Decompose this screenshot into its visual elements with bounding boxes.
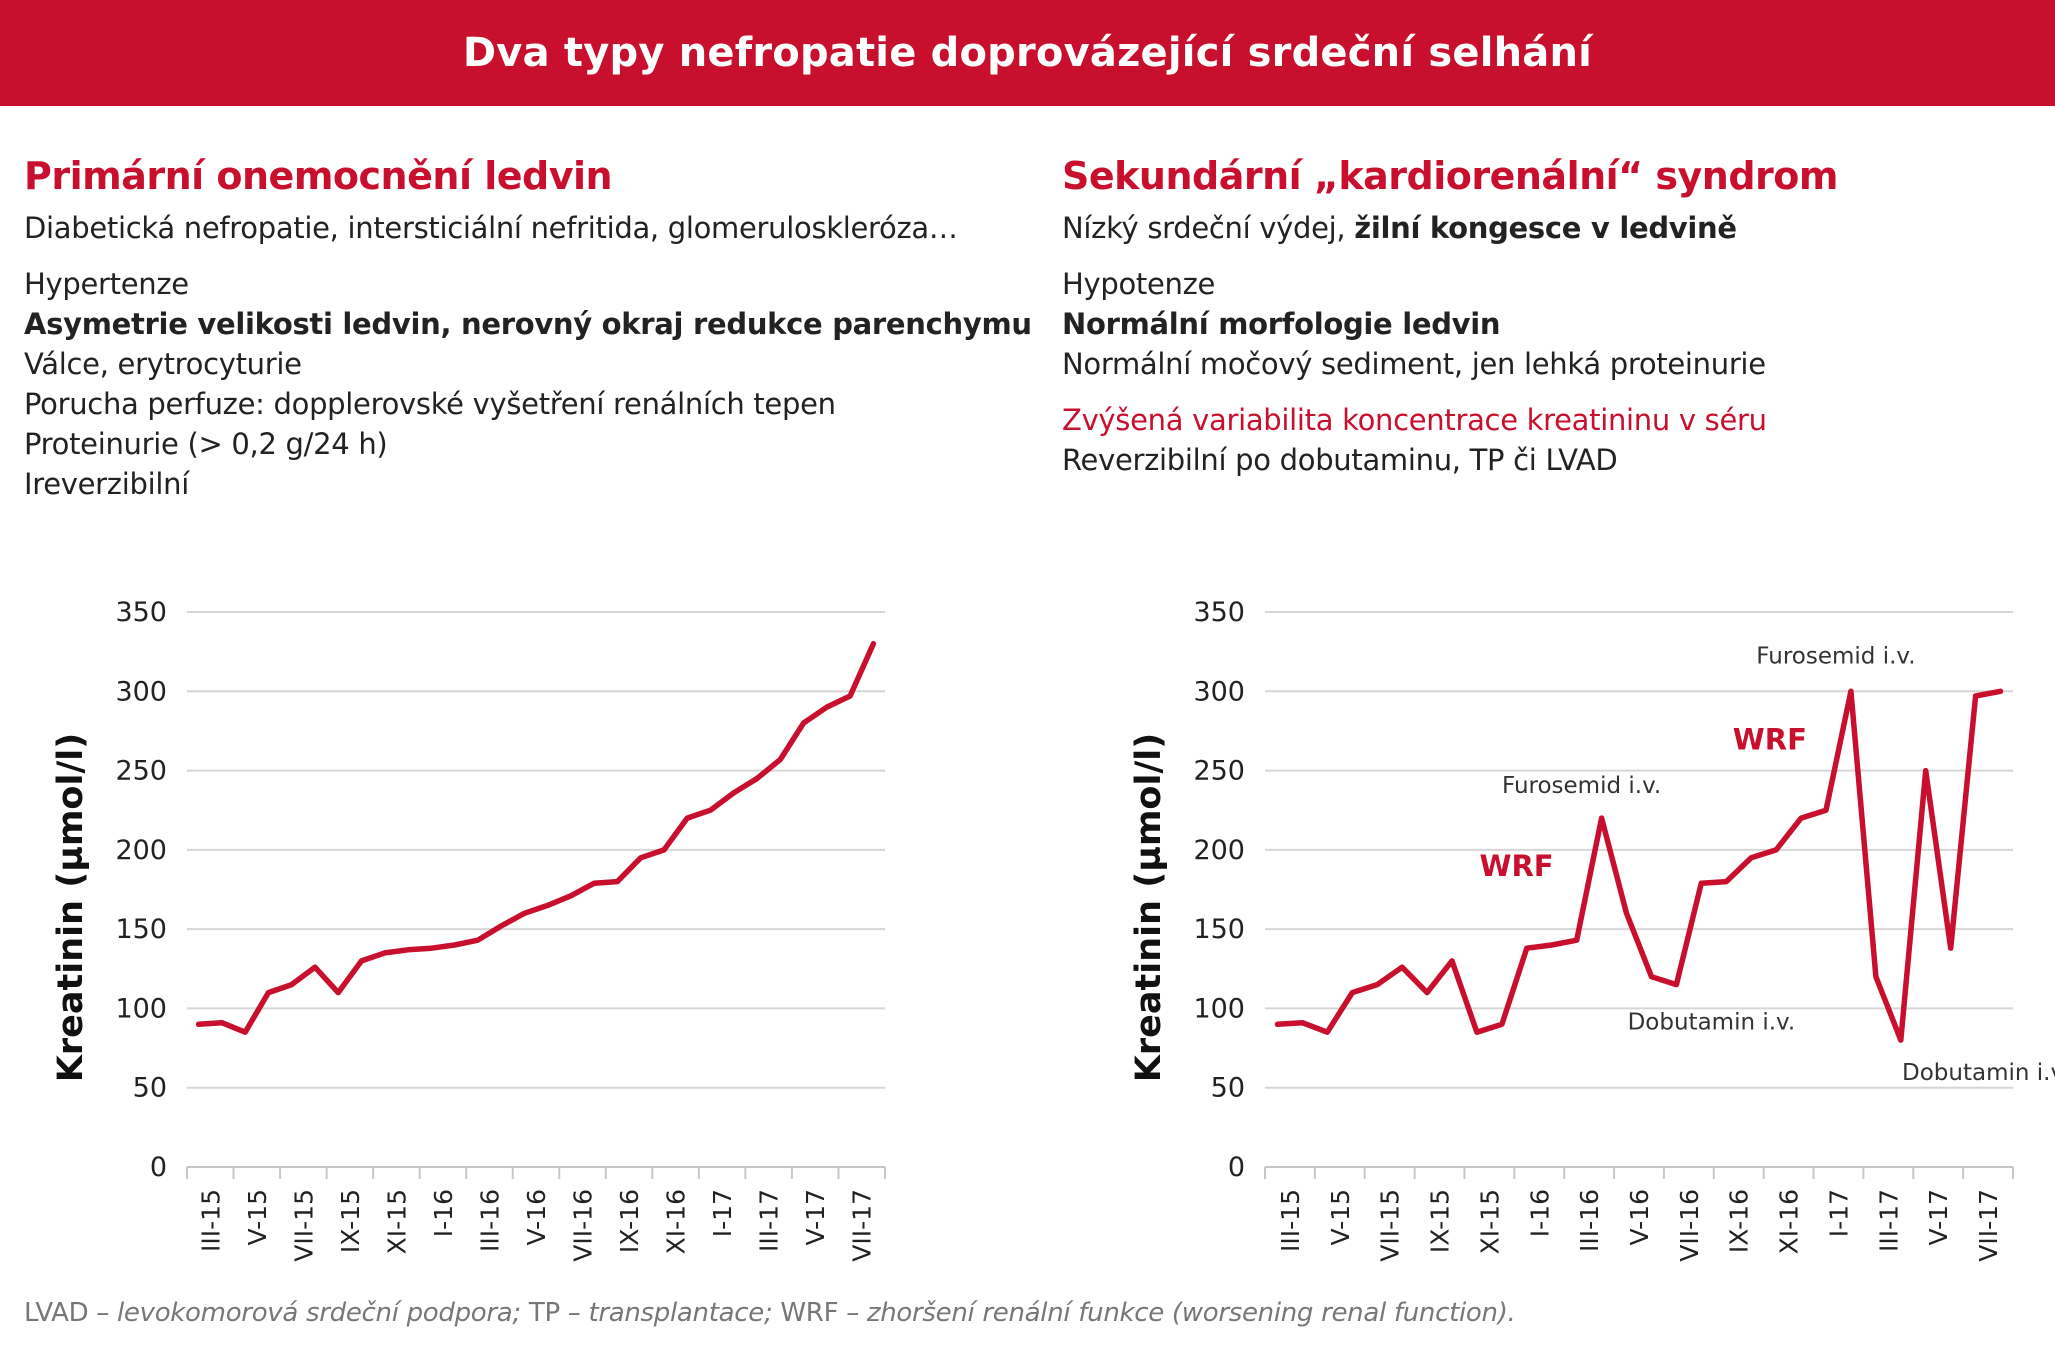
x-tick-label: V-16 — [522, 1189, 551, 1245]
hypertension-text: Hypertenze — [24, 267, 189, 301]
x-tick-label: I-17 — [708, 1189, 737, 1237]
x-tick-label: IX-15 — [1426, 1189, 1455, 1253]
cardiorenal-creatinine-chart: 0 50 100 150 200 250 300 350 III-15 V-15 VII-15 IX-… — [1129, 597, 2055, 1262]
x-tick-label: XI-15 — [1475, 1189, 1504, 1254]
footnote-abbreviation: TP — [528, 1298, 560, 1328]
y-tick-label: 100 — [115, 993, 167, 1024]
kidney-asymmetry-text: Asymetrie velikosti ledvin, nerovný okra… — [24, 307, 1032, 341]
x-tick-label: IX-16 — [615, 1189, 644, 1253]
x-tick-label: IX-16 — [1725, 1189, 1754, 1253]
x-tick-label: III-17 — [1874, 1189, 1903, 1252]
y-tick-label: 150 — [115, 914, 167, 945]
y-tick-label: 200 — [1193, 835, 1245, 866]
drug-annotation: Furosemid i.v. — [1756, 643, 1915, 669]
title-banner: Dva typy nefropatie doprovázející srdečn… — [0, 0, 2055, 106]
y-tick-label: 350 — [1193, 597, 1245, 628]
creatinine-line — [195, 640, 877, 1035]
x-tick-label: V-15 — [243, 1189, 272, 1245]
cardiorenal-column: Sekundární „kardiorenální“ syndrom Nízký… — [1062, 150, 2042, 480]
creatinine-variability-text: Zvýšená variabilita koncentrace kreatini… — [1062, 403, 1767, 437]
drug-annotation: Furosemid i.v. — [1502, 773, 1661, 799]
primary-renal-column: Primární onemocnění ledvin Diabetická ne… — [24, 150, 1034, 504]
x-tick-label: XI-15 — [382, 1189, 411, 1254]
y-tick-label: 50 — [1211, 1073, 1245, 1104]
normal-sediment-text: Normální močový sediment, jen lehká prot… — [1062, 347, 1766, 381]
x-tick-label: III-17 — [755, 1189, 784, 1252]
wrf-annotation: WRF — [1733, 722, 1807, 756]
hypotension-text: Hypotenze — [1062, 267, 1216, 301]
y-tick-label: 350 — [115, 597, 167, 628]
y-tick-label: 300 — [115, 676, 167, 707]
x-tick-label: V-16 — [1625, 1189, 1654, 1245]
drug-annotation: Dobutamin i.v. — [1628, 1010, 1796, 1036]
footnote-definition: – levokomorová srdeční podpora; — [88, 1298, 529, 1328]
x-tick-label: III-16 — [1575, 1189, 1604, 1252]
primary-renal-heading: Primární onemocnění ledvin — [24, 154, 613, 198]
drug-annotation: Dobutamin i.v. — [1902, 1060, 2055, 1086]
x-tick-label: VII-17 — [848, 1189, 877, 1262]
footnote-definition: – zhoršení renální funkce (worsening ren… — [838, 1298, 1516, 1328]
footnote: LVAD – levokomorová srdeční podpora; TP … — [24, 1298, 1516, 1328]
irreversible-text: Ireverzibilní — [24, 467, 189, 501]
y-tick-label: 100 — [1193, 993, 1245, 1024]
cardiorenal-causes-text: Nízký srdeční výdej, žilní kongesce v le… — [1062, 208, 2042, 248]
x-tick-label: XI-16 — [662, 1189, 691, 1254]
creatinine-line — [1274, 688, 2004, 1043]
y-tick-label: 250 — [1193, 756, 1245, 787]
x-tick-label: I-16 — [429, 1189, 458, 1237]
casts-text: Válce, erytrocyturie — [24, 347, 302, 381]
x-tick-label: V-15 — [1326, 1189, 1355, 1245]
x-tick-label: VII-16 — [1675, 1189, 1704, 1262]
y-tick-label: 0 — [1228, 1152, 1245, 1183]
x-tick-label: III-15 — [1276, 1189, 1305, 1252]
y-tick-label: 300 — [1193, 676, 1245, 707]
footnote-definition: – transplantace; — [559, 1298, 781, 1328]
x-tick-label: VII-15 — [289, 1189, 318, 1262]
proteinuria-text: Proteinurie (> 0,2 g/24 h) — [24, 427, 388, 461]
y-tick-label: 150 — [1193, 914, 1245, 945]
primary-creatinine-chart: 0 50 100 150 200 250 300 350 III-15 V-15 VII-15 IX-… — [51, 597, 886, 1262]
x-tick-label: IX-15 — [336, 1189, 365, 1253]
y-axis-label: Kreatinin (µmol/l) — [1129, 733, 1169, 1083]
x-tick-label: XI-16 — [1775, 1189, 1804, 1254]
low-output-text: Nízký srdeční výdej, — [1062, 211, 1355, 245]
footnote-abbreviation: WRF — [780, 1298, 839, 1328]
perfusion-text: Porucha perfuze: dopplerovské vyšetření … — [24, 387, 836, 421]
x-tick-label: VII-16 — [569, 1189, 598, 1262]
primary-causes-text: Diabetická nefropatie, intersticiální ne… — [24, 211, 958, 245]
y-tick-label: 0 — [150, 1152, 167, 1183]
reversible-text: Reverzibilní po dobutaminu, TP či LVAD — [1062, 443, 1618, 477]
page-title: Dva typy nefropatie doprovázející srdečn… — [462, 30, 1593, 76]
cardiorenal-heading: Sekundární „kardiorenální“ syndrom — [1062, 154, 1838, 198]
x-tick-label: III-16 — [475, 1189, 504, 1252]
x-tick-label: I-16 — [1525, 1189, 1554, 1237]
y-tick-label: 250 — [115, 756, 167, 787]
normal-morphology-text: Normální morfologie ledvin — [1062, 307, 1501, 341]
y-tick-label: 50 — [133, 1073, 167, 1104]
x-tick-label: VII-17 — [1974, 1189, 2003, 1262]
x-tick-label: V-17 — [1924, 1189, 1953, 1245]
x-tick-label: VII-15 — [1376, 1189, 1405, 1262]
x-tick-label: I-17 — [1824, 1189, 1853, 1237]
y-axis-label: Kreatinin (µmol/l) — [51, 733, 91, 1083]
x-tick-label: V-17 — [801, 1189, 830, 1245]
venous-congestion-text: žilní kongesce v ledvině — [1354, 211, 1737, 245]
y-tick-label: 200 — [115, 835, 167, 866]
wrf-annotation: WRF — [1479, 849, 1553, 883]
footnote-abbreviation: LVAD — [24, 1298, 89, 1328]
x-tick-label: III-15 — [196, 1189, 225, 1252]
